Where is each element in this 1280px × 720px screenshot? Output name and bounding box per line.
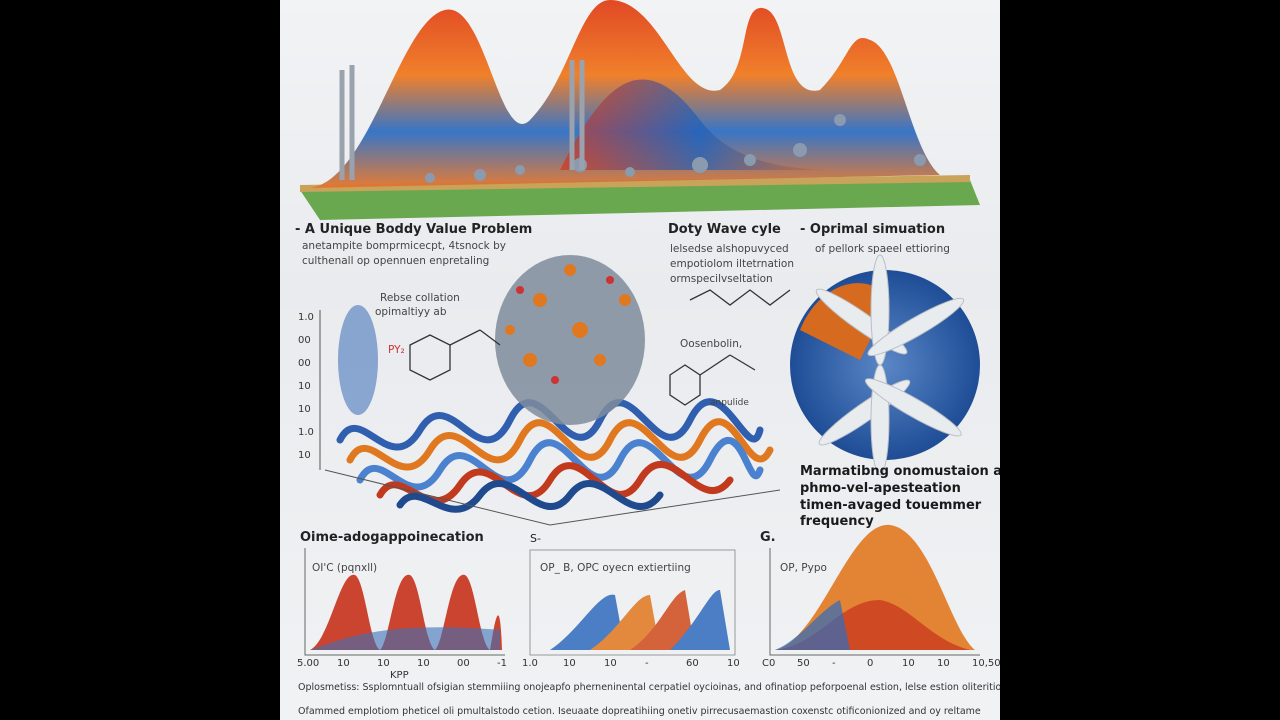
x-tick-label: 10 (417, 658, 430, 669)
caption: phmo-vel-apesteation (800, 481, 961, 496)
section-text: anetampite bomprmicecpt, 4tsnock by (302, 240, 506, 252)
plot-legend: OP, Pypo (780, 562, 827, 574)
fan-blob (790, 254, 980, 476)
x-tick-label: 10 (604, 658, 617, 669)
center-label: Rebse collation (380, 292, 460, 304)
caption: Marmatibng onomustaion and (800, 464, 1000, 479)
plot-peaks-2 (550, 590, 730, 650)
x-tick-label: 1.0 (522, 658, 538, 669)
x-tick-label: C0 (762, 658, 776, 669)
footer-line: Ofammed emplotiom pheticel oli pmultalst… (298, 706, 981, 717)
y-tick-label: 00 (298, 358, 311, 369)
y-tick-label: 10 (298, 381, 311, 392)
plot-peaks-1 (310, 574, 502, 650)
x-tick-label: 60 (686, 658, 699, 669)
infographic: - A Unique Boddy Value Problem anetampit… (280, 0, 1000, 720)
x-tick-label: - (832, 658, 836, 669)
x-tick-label: -1 (497, 658, 507, 669)
x-tick-label: 10 (337, 658, 350, 669)
x-tick-label: - (645, 658, 649, 669)
section-text: empotiolom iltetrnation (670, 258, 795, 270)
x-tick-label: 10 (902, 658, 915, 669)
central-molecule (495, 255, 645, 425)
plot-legend: OI'C (pqnxll) (312, 562, 378, 574)
molecule-label: anpulide (710, 398, 749, 408)
plot-title: G. (760, 530, 776, 545)
section-text: ormspecilvseltation (670, 273, 773, 285)
section-text: of pellork spaeel ettioring (815, 243, 950, 255)
molecule-cluster-top (425, 114, 926, 183)
caption: frequency (800, 514, 874, 529)
artwork (300, 0, 980, 656)
molecule-label: PY₂ (388, 344, 405, 356)
chem-structures (409, 289, 791, 406)
x-tick-label: 10 (377, 658, 390, 669)
towers (339, 60, 585, 180)
y-tick-label: 10 (298, 450, 311, 461)
x-axis-label: KPP (390, 670, 409, 681)
platform-edge (300, 175, 970, 192)
section-title: Doty Wave cyle (668, 222, 781, 237)
x-tick-label: 10,50 (972, 658, 1000, 669)
wave-ribbons (336, 398, 774, 513)
footer-line: Oplosmetiss: Ssplomntuall ofsigian stemm… (298, 682, 1000, 693)
platform (300, 180, 980, 220)
center-label: opimaltiyy ab (375, 306, 447, 318)
plot-peaks-3 (775, 524, 975, 650)
x-tick-label: 0 (867, 658, 874, 669)
plot-frames (304, 548, 980, 656)
x-tick-label: 5.00 (297, 658, 320, 669)
section-title: - A Unique Boddy Value Problem (295, 222, 533, 237)
section-text: culthenall op opennuen enpretaling (302, 255, 490, 267)
x-tick-label: 50 (797, 658, 810, 669)
plot-title: Oime-adogappoinecation (300, 530, 484, 545)
plot-title: S- (530, 532, 541, 545)
ribbon-axis (324, 469, 781, 526)
caption: timen-avaged touemmer (800, 498, 982, 513)
y-tick-label: 1.0 (298, 312, 314, 323)
molecule-label: Oosenbolin, (680, 338, 743, 350)
x-tick-label: 10 (937, 658, 950, 669)
plot-legend: OP_ B, OPC oyecn extiertiing (540, 562, 691, 574)
y-tick-label: 00 (298, 335, 311, 346)
y-tick-label: 1.0 (298, 427, 314, 438)
peak-shade (560, 79, 840, 170)
x-tick-label: 10 (727, 658, 740, 669)
helix (338, 305, 378, 415)
y-tick-label: 10 (298, 404, 311, 415)
x-tick-label: 10 (563, 658, 576, 669)
x-tick-label: 00 (457, 658, 470, 669)
section-title: - Oprimal simuation (800, 222, 946, 237)
section-text: lelsedse alshopuvyced (670, 243, 789, 255)
